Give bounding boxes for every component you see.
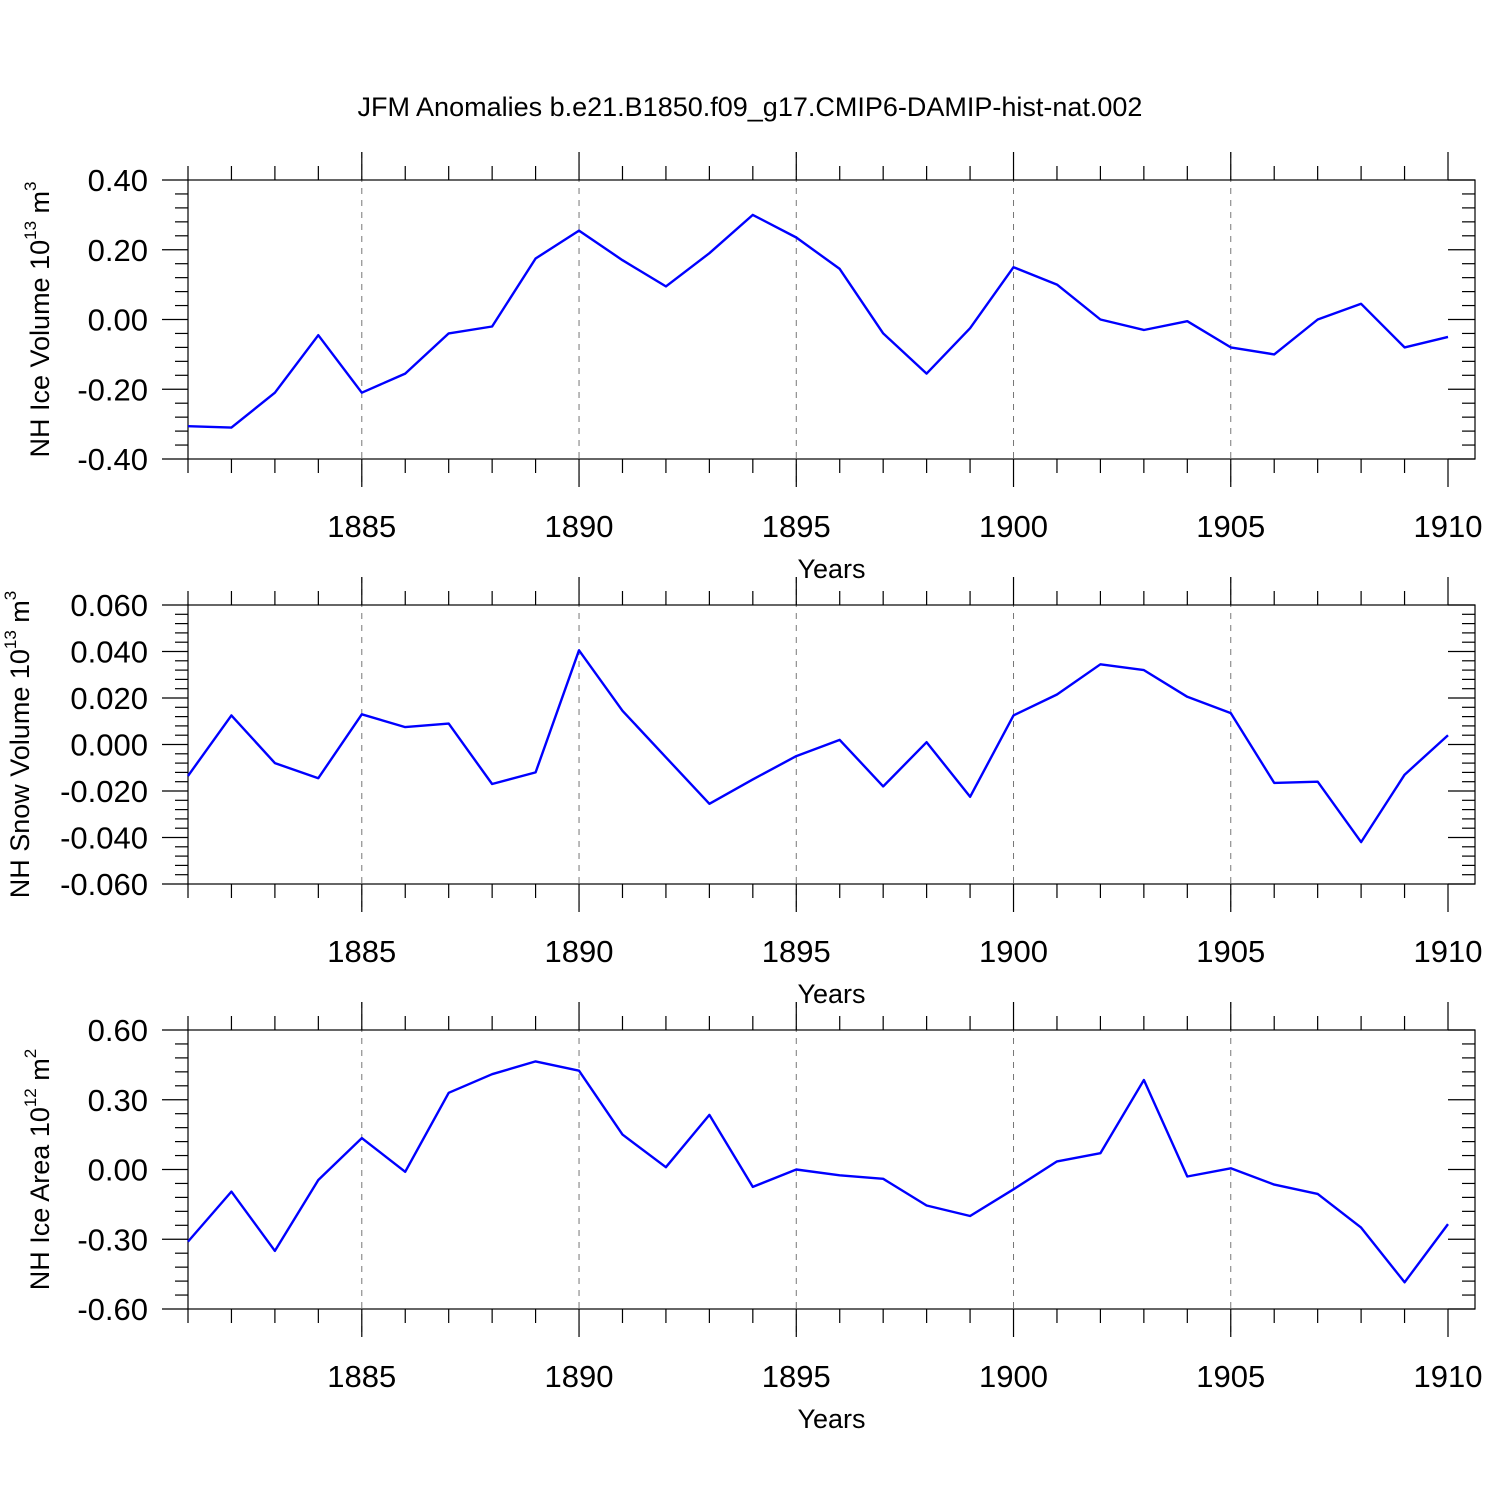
x-axis-title: Years — [797, 1404, 865, 1434]
y-axis-title: NH Snow Volume 1013 m3 — [1, 591, 35, 899]
x-tick-label: 1885 — [327, 1359, 396, 1394]
y-tick-label: 0.060 — [70, 588, 148, 623]
x-tick-label: 1895 — [762, 509, 831, 544]
x-tick-label: 1890 — [545, 1359, 614, 1394]
y-tick-label: 0.00 — [88, 1153, 148, 1188]
y-tick-label: 0.020 — [70, 681, 148, 716]
y-tick-label: -0.20 — [77, 372, 148, 407]
x-tick-label: 1885 — [327, 934, 396, 969]
y-tick-label: 0.040 — [70, 635, 148, 670]
x-tick-label: 1900 — [979, 509, 1048, 544]
x-tick-label: 1905 — [1196, 1359, 1265, 1394]
y-tick-label: 0.40 — [88, 163, 148, 198]
x-tick-label: 1900 — [979, 1359, 1048, 1394]
x-axis-title: Years — [797, 979, 865, 1009]
y-tick-label: -0.30 — [77, 1222, 148, 1257]
x-axis-title: Years — [797, 554, 865, 584]
y-tick-label: -0.020 — [60, 774, 148, 809]
x-tick-label: 1910 — [1414, 934, 1483, 969]
y-tick-label: -0.060 — [60, 867, 148, 902]
chart-title: JFM Anomalies b.e21.B1850.f09_g17.CMIP6-… — [358, 92, 1143, 122]
y-tick-label: -0.40 — [77, 442, 148, 477]
x-tick-label: 1900 — [979, 934, 1048, 969]
x-tick-label: 1890 — [545, 509, 614, 544]
x-tick-label: 1905 — [1196, 934, 1265, 969]
x-tick-label: 1890 — [545, 934, 614, 969]
y-tick-label: 0.000 — [70, 728, 148, 763]
x-tick-label: 1910 — [1414, 1359, 1483, 1394]
y-tick-label: -0.040 — [60, 821, 148, 856]
series-line — [187, 649, 1449, 844]
x-tick-label: 1905 — [1196, 509, 1265, 544]
series-line — [187, 213, 1449, 429]
chart-panel-1: -0.40 -0.20 0.00 0.20 0.40 1885 1890 1895 1900 19… — [21, 152, 1482, 584]
y-axis-title: NH Ice Area 1012 m2 — [21, 1049, 55, 1290]
x-tick-label: 1885 — [327, 509, 396, 544]
y-tick-label: 0.60 — [88, 1013, 148, 1048]
y-tick-label: 0.30 — [88, 1083, 148, 1118]
chart-panel-3: -0.60 -0.30 0.00 0.30 0.60 1885 1890 1895 1900 19… — [21, 1002, 1482, 1434]
y-tick-label: -0.60 — [77, 1292, 148, 1327]
x-tick-label: 1910 — [1414, 509, 1483, 544]
y-tick-label: 0.00 — [88, 303, 148, 338]
plot-frame — [187, 179, 1476, 460]
y-axis-title: NH Ice Volume 1013 m3 — [21, 182, 55, 458]
series-line — [187, 1060, 1449, 1284]
chart-panel-2: -0.060 -0.040 -0.020 0.000 0.020 0.040 0.060 18… — [1, 577, 1482, 1009]
x-tick-label: 1895 — [762, 934, 831, 969]
y-tick-label: 0.20 — [88, 233, 148, 268]
plot-frame — [187, 1029, 1476, 1310]
plot-frame — [187, 604, 1476, 885]
x-tick-label: 1895 — [762, 1359, 831, 1394]
